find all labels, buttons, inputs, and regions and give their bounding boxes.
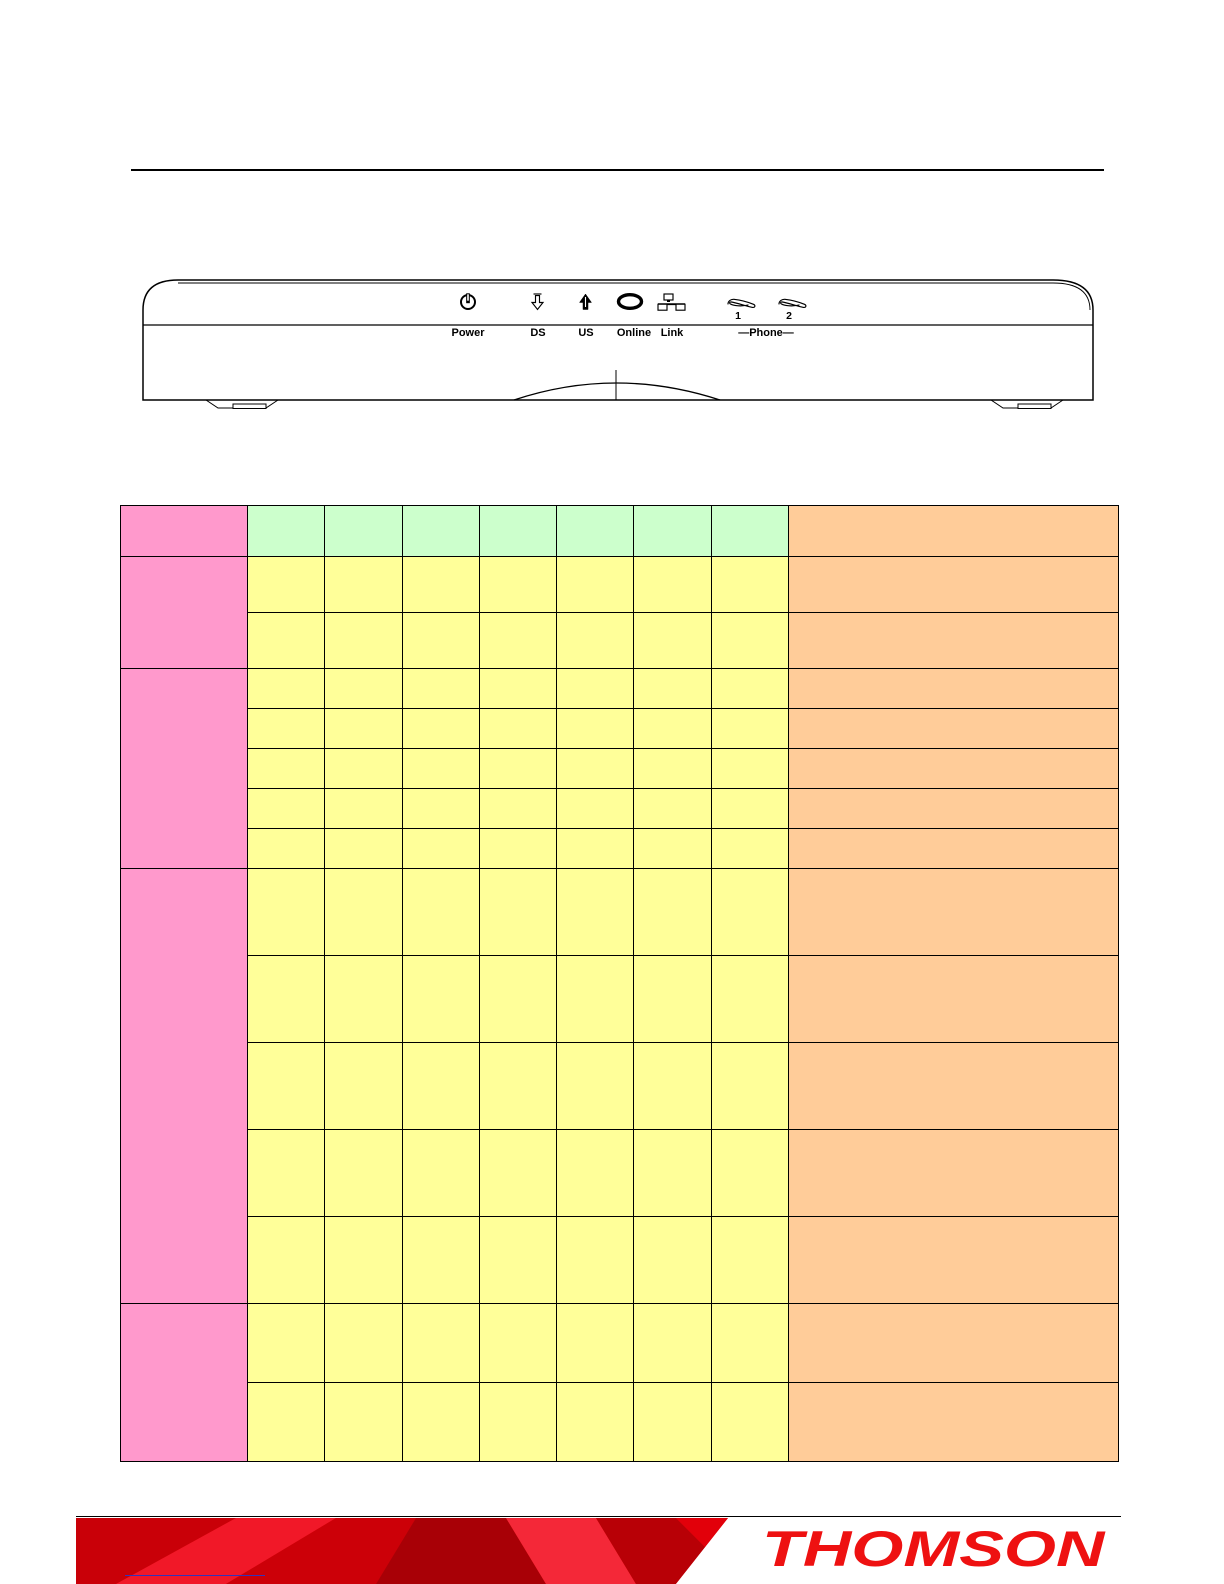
svg-text:—Phone—: —Phone— <box>738 327 794 339</box>
svg-text:DS: DS <box>530 327 545 339</box>
svg-text:1: 1 <box>735 310 741 322</box>
svg-text:2: 2 <box>786 310 792 322</box>
svg-text:Power: Power <box>451 327 485 339</box>
svg-text:Online: Online <box>617 327 651 339</box>
svg-text:US: US <box>578 327 593 339</box>
svg-text:Link: Link <box>661 327 684 339</box>
